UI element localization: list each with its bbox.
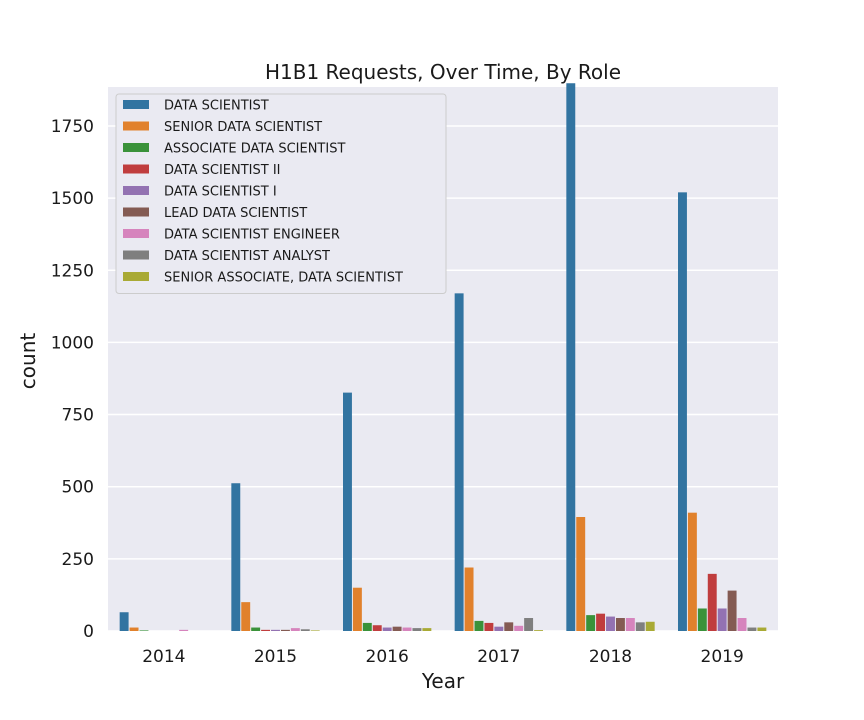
x-tick-label: 2017 — [477, 647, 520, 667]
x-tick-label: 2015 — [254, 647, 297, 667]
x-tick-label: 2018 — [589, 647, 632, 667]
chart-title: H1B1 Requests, Over Time, By Role — [265, 60, 621, 84]
bar — [280, 629, 290, 631]
bar — [422, 628, 432, 631]
legend-label: DATA SCIENTIST — [164, 99, 269, 114]
legend-label: DATA SCIENTIST II — [164, 163, 281, 178]
y-tick-label: 500 — [62, 478, 94, 498]
bar — [504, 622, 514, 631]
bar — [290, 628, 300, 631]
bar — [412, 628, 422, 631]
bar — [454, 293, 464, 631]
legend-swatch — [123, 121, 149, 131]
bar — [566, 83, 576, 631]
bar — [606, 616, 615, 631]
legend-label: ASSOCIATE DATA SCIENTIST — [164, 142, 345, 157]
legend-label: DATA SCIENTIST I — [164, 185, 277, 200]
legend-label: SENIOR DATA SCIENTIST — [164, 120, 322, 135]
bar — [524, 618, 534, 631]
bar — [717, 608, 727, 631]
bar — [372, 625, 382, 631]
y-axis-title: count — [16, 333, 40, 390]
bar — [737, 618, 747, 631]
legend-swatch — [123, 250, 149, 260]
bar — [231, 483, 241, 631]
bar — [382, 627, 392, 631]
bar — [119, 612, 129, 631]
bar — [697, 608, 707, 631]
bar — [747, 627, 757, 631]
y-tick-label: 1250 — [51, 261, 94, 281]
bar — [300, 629, 310, 631]
bar — [687, 512, 697, 631]
bar — [635, 622, 645, 631]
y-tick-label: 0 — [83, 622, 94, 642]
legend-label: SENIOR ASSOCIATE, DATA SCIENTIST — [164, 271, 403, 286]
bar — [179, 629, 189, 631]
legend-swatch — [123, 143, 149, 152]
bar — [402, 627, 412, 631]
bar — [625, 618, 635, 631]
bar — [241, 602, 251, 631]
bar — [251, 627, 261, 631]
bar — [310, 630, 320, 631]
bar — [615, 618, 625, 631]
bar — [129, 627, 139, 631]
legend-label: DATA SCIENTIST ANALYST — [164, 249, 330, 264]
bar — [514, 625, 524, 631]
y-tick-label: 1750 — [51, 117, 94, 137]
bar — [352, 587, 362, 631]
bar — [484, 622, 494, 631]
legend-swatch — [123, 229, 149, 238]
bar — [474, 620, 484, 631]
legend-swatch — [123, 164, 149, 174]
bar — [362, 622, 372, 631]
legend-swatch — [123, 100, 149, 109]
bar — [139, 630, 149, 631]
y-axis-ticks: 0 250 500 750 1000 1250 1500 1750 — [51, 117, 94, 642]
bar — [727, 590, 737, 631]
bar — [596, 613, 606, 631]
legend-label: DATA SCIENTIST ENGINEER — [164, 228, 340, 243]
bar — [271, 629, 280, 631]
bar — [464, 567, 474, 631]
bar — [576, 517, 586, 631]
y-tick-label: 1500 — [51, 189, 94, 209]
bar — [586, 615, 596, 631]
y-tick-label: 750 — [62, 406, 94, 426]
legend-swatch — [123, 272, 149, 281]
x-axis-ticks: 2014 2015 2016 2017 2018 2019 — [142, 647, 744, 667]
x-tick-label: 2019 — [701, 647, 744, 667]
y-tick-label: 250 — [62, 550, 94, 570]
y-tick-label: 1000 — [51, 333, 94, 353]
bar — [261, 629, 271, 631]
bar — [534, 630, 543, 631]
legend: DATA SCIENTIST SENIOR DATA SCIENTIST ASSOC… — [115, 93, 447, 294]
bars — [119, 83, 767, 632]
x-tick-label: 2016 — [366, 647, 409, 667]
bar — [392, 626, 402, 631]
bar — [343, 392, 352, 631]
x-tick-label: 2014 — [142, 647, 185, 667]
legend-frame — [115, 93, 447, 294]
legend-label: LEAD DATA SCIENTIST — [164, 206, 307, 221]
bar — [678, 192, 687, 632]
bar — [645, 621, 655, 631]
bar — [494, 626, 504, 631]
legend-swatch — [123, 186, 149, 195]
x-axis-title: Year — [421, 669, 465, 693]
bar — [757, 627, 767, 631]
legend-swatch — [123, 207, 149, 217]
bar — [707, 573, 717, 631]
